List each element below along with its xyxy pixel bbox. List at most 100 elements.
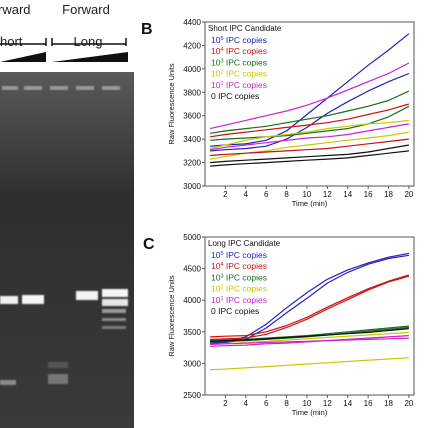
gel-gradient-wedge-1 [0,52,46,62]
legend-entry: 103 IPC copies [211,272,267,282]
x-tick-label: 2 [223,190,228,199]
chart-panel-c: C Long IPC Candidate 2500 3000 3500 4000 4500 5… [143,233,415,417]
y-tick-label: 5000 [183,233,201,242]
gel-band [0,380,16,385]
x-tick-label: 18 [384,399,393,408]
series-line [210,328,409,342]
gel-band [48,362,68,368]
x-tick-label: 6 [264,190,269,199]
gel-image [0,72,134,428]
panel-letter: B [141,21,153,38]
legend-entry: 103 IPC copies [211,57,267,67]
x-tick-label: 12 [323,399,332,408]
series-line [209,62,410,130]
series-line [210,150,409,167]
x-tick-label: 14 [343,399,352,408]
gel-well [50,86,68,90]
x-tick-label: 8 [284,399,289,408]
x-tick-label: 16 [364,190,373,199]
gel-band [102,326,126,329]
y-tick-label: 3600 [183,112,201,121]
gel-band [0,296,18,304]
series-line [210,72,410,152]
y-tick-label: 3000 [183,359,201,368]
x-tick-label: 12 [323,190,332,199]
legend-entry: 102 IPC copies [211,69,267,79]
series-line [210,326,409,343]
x-tick-label: 16 [364,399,373,408]
series-line [210,337,409,345]
gel-lane-label-2-top: Forward [62,2,110,17]
legend-entry: 104 IPC copies [211,46,267,56]
y-axis-label: Raw Fluorescence Units [167,275,176,357]
gel-band [76,291,98,300]
gel-bands [0,289,128,385]
series-line [210,138,409,157]
series-line [210,131,410,160]
y-tick-label: 4000 [183,65,201,74]
legend-entry: 105 IPC copies [211,35,267,45]
x-tick-label: 20 [404,399,413,408]
x-tick-label: 20 [404,190,413,199]
gel-gradient-wedge-2 [52,52,128,62]
gel-panel: rward hort Forward Long [0,2,134,428]
gel-well [102,86,120,90]
gel-band [102,318,126,321]
x-tick-label: 10 [302,190,311,199]
legend-entry: 102 IPC copies [211,284,267,294]
series-line [210,90,410,134]
gel-band [102,289,128,297]
y-tick-label: 3500 [183,328,201,337]
legend-entry: 105 IPC copies [211,250,267,260]
x-tick-label: 4 [244,399,249,408]
x-tick-label: 14 [343,190,352,199]
series-line [209,119,409,150]
x-tick-label: 4 [244,190,249,199]
y-tick-label: 2500 [183,391,201,400]
y-tick-label: 3000 [183,182,201,191]
series-line [210,357,409,371]
x-axis-label: Time (min) [292,408,328,417]
series-line [210,144,410,164]
series-line [210,33,410,147]
chart-title: Long IPC Candidate [208,239,281,248]
y-tick-label: 3200 [183,159,201,168]
gel-lane-label-1-bottom: hort [0,34,23,49]
gel-band [48,374,68,384]
gel-band [102,299,128,306]
series-line [210,123,410,151]
x-tick-label: 2 [223,399,228,408]
gel-well [2,86,18,90]
y-tick-label: 4500 [183,265,201,274]
y-tick-label: 3800 [183,88,201,97]
gel-well [24,86,42,90]
chart-panel-b: B Short IPC Candidate 3000 3200 3400 3600 3800… [141,18,415,208]
legend-entry: 0 IPC copies [211,306,259,316]
y-tick-label: 4200 [183,41,201,50]
series-line [210,103,410,138]
gel-wells [2,86,120,90]
x-tick-label: 18 [384,190,393,199]
chart-title: Short IPC Candidate [208,24,282,33]
x-tick-label: 10 [302,399,311,408]
legend-entry: 104 IPC copies [211,261,267,271]
series-line [210,105,410,141]
gel-band [102,309,126,313]
series-line [210,274,410,338]
gel-band [22,295,44,304]
y-tick-label: 4000 [183,296,201,305]
legend-entry: 101 IPC copies [211,80,267,90]
legend-entry: 0 IPC copies [211,91,259,101]
y-tick-label: 4400 [183,18,201,27]
y-axis-label: Raw Fluorescence Units [167,63,176,145]
series-line [210,275,410,340]
gel-well [76,86,94,90]
x-tick-label: 6 [264,399,269,408]
legend-entry: 101 IPC copies [211,295,267,305]
x-tick-label: 8 [284,190,289,199]
panel-letter: C [143,236,155,253]
x-axis-label: Time (min) [292,199,328,208]
gel-lane-label-2-bottom: Long [74,34,103,49]
y-tick-label: 3400 [183,135,201,144]
